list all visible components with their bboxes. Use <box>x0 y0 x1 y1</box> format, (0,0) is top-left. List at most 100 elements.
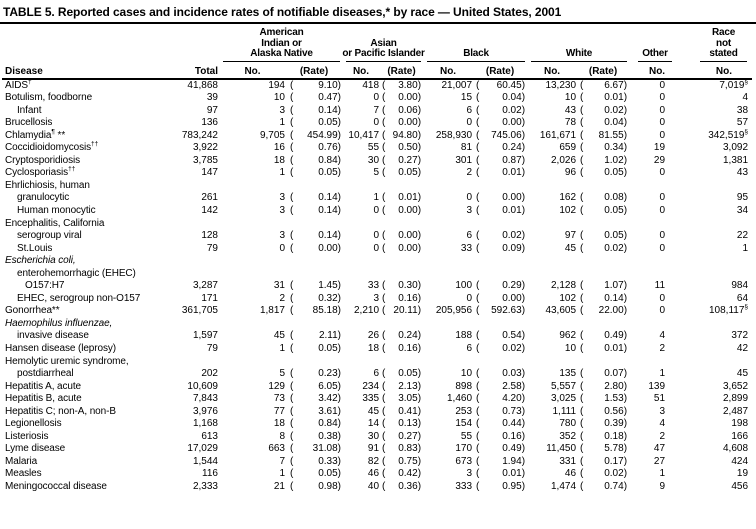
cell-white-no: 5,557 <box>551 380 577 392</box>
cell-api-rate: (0.05) <box>382 167 422 179</box>
cell-other-no: 0 <box>659 117 666 129</box>
cell-aian-rate: (85.18) <box>290 305 342 317</box>
cell-other-no: 0 <box>659 104 666 116</box>
disease-label: Human monocytic <box>17 204 96 216</box>
cell-race-not-stated-no: 3,092 <box>723 142 749 154</box>
disease-label: Hemolytic uremic syndrome, <box>5 355 129 367</box>
cell-api-rate: (0.16) <box>382 342 422 354</box>
col-header-white-no: No. <box>528 61 577 80</box>
cell-api-no: 2,210 <box>353 305 380 317</box>
cell-aian-no: 2 <box>279 292 285 304</box>
cell-race-not-stated-no: 424 <box>731 455 749 467</box>
col-group-other: Other <box>630 24 674 62</box>
cell-black-rate: (1.94) <box>476 455 526 467</box>
cell-aian-no: 1 <box>279 117 285 129</box>
col-header-other-no: No. <box>630 61 675 80</box>
cell-aian-no <box>220 356 285 369</box>
cell-total: 3,287 <box>192 280 218 292</box>
cell-white-rate: (22.00) <box>580 305 628 317</box>
cell-white-rate: (1.07) <box>580 280 628 292</box>
cell-race-not-stated-no: 2,487 <box>723 405 749 417</box>
cell-black-rate: (0.00) <box>476 192 526 204</box>
cell-other-no: 29 <box>653 154 666 166</box>
cell-black-rate: (2.58) <box>476 380 526 392</box>
cell-aian-rate: (3.42) <box>290 393 342 405</box>
cell-race-not-stated-no <box>674 180 752 193</box>
cell-total <box>180 318 220 331</box>
cell-aian-no <box>220 255 285 268</box>
cell-race-not-stated-no: 22 <box>736 230 749 242</box>
cell-black-rate <box>472 268 528 281</box>
cell-black-no <box>424 218 472 231</box>
cell-black-rate: (0.01) <box>476 204 526 216</box>
cell-black-no: 301 <box>455 154 473 166</box>
table-row: Cyclosporiasis†† 147 1 (0.05) 5 (0.05) 2… <box>2 166 752 180</box>
table-row: Hepatitis B, acute 7,843 73 (3.42) 335 (… <box>2 393 752 406</box>
cell-race-not-stated-no: 34 <box>736 204 749 216</box>
cell-other-no <box>630 356 674 369</box>
cell-black-no: 188 <box>455 330 473 342</box>
cell-other-no: 139 <box>648 380 666 392</box>
cell-aian-no: 18 <box>273 154 285 166</box>
cell-black-rate: (0.01) <box>476 167 526 179</box>
cell-race-not-stated-no <box>674 218 752 231</box>
cell-race-not-stated-no: 38 <box>736 104 749 116</box>
cell-other-no <box>630 318 674 331</box>
cell-other-no: 0 <box>659 92 666 104</box>
cell-other-no: 11 <box>654 280 666 292</box>
cell-api-no: 18 <box>367 342 380 354</box>
table-row: Ehrlichiosis, human <box>2 180 752 193</box>
cell-api-rate <box>379 218 424 231</box>
cell-other-no: 0 <box>659 292 666 304</box>
group-header-row: American Indian or Alaska Native Asian o… <box>2 24 752 62</box>
cell-white-no: 3,025 <box>551 393 577 405</box>
cell-total: 128 <box>201 230 218 242</box>
cell-black-no: 673 <box>455 455 473 467</box>
disease-label: Hepatitis C; non-A, non-B <box>5 405 116 417</box>
col-group-american-indian-alaska-native: American Indian or Alaska Native <box>220 24 343 62</box>
cell-aian-no: 16 <box>273 142 285 154</box>
cell-api-rate: (3.05) <box>382 393 422 405</box>
cell-white-no: 162 <box>559 192 577 204</box>
table-row: Lyme disease 17,029 663 (31.08) 91 (0.83… <box>2 443 752 456</box>
cell-white-rate: (0.07) <box>580 368 628 380</box>
cell-race-not-stated-no: 7,019§ <box>719 78 749 91</box>
cell-aian-rate: (0.05) <box>290 342 342 354</box>
cell-black-no: 2 <box>466 167 473 179</box>
cell-api-no: 0 <box>373 204 380 216</box>
table-row: Hemolytic uremic syndrome, <box>2 356 752 369</box>
cell-api-no <box>343 218 379 231</box>
cell-white-rate: (0.18) <box>580 430 628 442</box>
cell-black-no: 1,460 <box>447 393 473 405</box>
cell-aian-no: 8 <box>279 430 285 442</box>
cell-aian-no: 1 <box>279 468 285 480</box>
table-row: Meningococcal disease 2,333 21 (0.98) 40… <box>2 481 752 494</box>
cell-white-rate: (5.78) <box>580 443 628 455</box>
cell-aian-no: 1 <box>279 342 285 354</box>
cell-white-rate: (0.05) <box>580 167 628 179</box>
cell-aian-no: 1,817 <box>259 305 285 317</box>
cell-race-not-stated-no: 198 <box>731 418 749 430</box>
table-row: granulocytic 261 3 (0.14) 1 (0.01) 0 (0.… <box>2 192 752 205</box>
cell-aian-rate: (0.14) <box>290 104 342 116</box>
col-group-white: White <box>528 24 630 62</box>
cell-black-no: 3 <box>466 468 473 480</box>
table-header: American Indian or Alaska Native Asian o… <box>2 24 753 80</box>
cell-white-no: 659 <box>559 142 577 154</box>
disease-label: postdiarrheal <box>17 368 74 380</box>
disease-label: Coccidioidomycosis†† <box>5 140 99 154</box>
cell-aian-no: 129 <box>268 380 285 392</box>
cell-white-rate: (6.67) <box>580 79 628 91</box>
cell-black-no <box>424 268 472 281</box>
cell-black-rate: (60.45) <box>476 79 526 91</box>
cell-white-rate: (0.39) <box>580 418 628 430</box>
cell-black-no: 205,956 <box>435 305 473 317</box>
cell-aian-no: 663 <box>268 443 285 455</box>
cell-api-no: 30 <box>367 430 380 442</box>
cell-aian-no <box>220 180 285 193</box>
table-row: Haemophilus influenzae, <box>2 318 752 331</box>
cell-white-no: 135 <box>559 368 577 380</box>
cell-white-no: 78 <box>564 117 577 129</box>
cell-white-rate: (0.49) <box>580 330 628 342</box>
cell-api-rate: (0.00) <box>382 230 422 242</box>
